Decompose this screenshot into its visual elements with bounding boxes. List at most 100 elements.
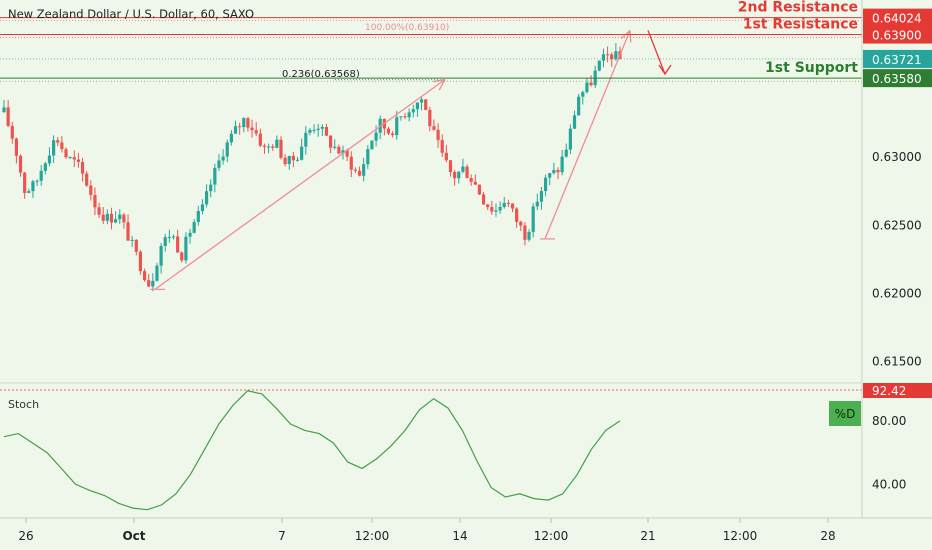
candle-body: [105, 213, 109, 221]
reversal-arrow-head: [658, 64, 672, 76]
candle-body: [304, 132, 308, 147]
level-price-label: 0.63580: [872, 72, 922, 86]
candle-body: [287, 155, 291, 165]
candle-body: [246, 118, 250, 128]
candle-body: [560, 156, 564, 173]
candle-body: [225, 142, 229, 157]
candle-body: [523, 225, 527, 240]
candle-body: [196, 211, 200, 223]
stoch-tick-label: 40.00: [872, 477, 906, 491]
candle-body: [122, 214, 126, 223]
candle-body: [597, 60, 601, 71]
candle-body: [233, 126, 238, 134]
stochastic-pane: 80.00 40.00 92.42 %D: [0, 383, 932, 511]
symbol-title: New Zealand Dollar / U.S. Dollar, 60, SA…: [8, 7, 254, 21]
candle-body: [291, 155, 295, 161]
time-tick-label: 12:00: [723, 529, 758, 543]
candle-body: [440, 140, 444, 153]
candle-body: [366, 149, 370, 165]
candle-body: [531, 206, 535, 232]
candle-body: [345, 150, 349, 157]
candle-body: [312, 129, 316, 131]
candle-body: [68, 157, 72, 159]
candle-body: [10, 125, 14, 139]
candle-body: [279, 139, 283, 158]
candle-body: [151, 280, 155, 287]
stoch-tick-label: 80.00: [872, 414, 906, 428]
candle-body: [399, 116, 403, 118]
candle-body: [581, 92, 585, 97]
candle-body: [163, 237, 167, 246]
candlestick-series: [2, 43, 622, 292]
reversal-arrow-line: [647, 30, 666, 75]
candle-body: [490, 207, 494, 212]
candle-body: [535, 201, 539, 207]
candle-body: [539, 191, 544, 202]
candle-body: [97, 207, 101, 215]
candle-body: [142, 271, 147, 281]
candle-body: [200, 204, 205, 212]
candle-body: [515, 208, 519, 222]
candle-body: [333, 146, 337, 148]
candle-body: [362, 164, 366, 176]
candle-body: [453, 171, 457, 179]
candle-body: [118, 214, 122, 220]
candle-body: [188, 232, 192, 237]
level-price-tag: [863, 69, 932, 88]
stoch-d-legend-badge: [829, 401, 861, 426]
candle-body: [250, 127, 254, 131]
candle-body: [527, 231, 531, 240]
candle-body: [469, 178, 473, 182]
time-tick-label: Oct: [122, 529, 145, 543]
candle-body: [370, 140, 374, 150]
candle-body: [89, 185, 93, 195]
candle-body: [564, 149, 568, 157]
time-tick-label: 21: [640, 529, 655, 543]
candle-body: [192, 222, 196, 233]
candle-body: [242, 118, 246, 128]
candle-body: [308, 129, 312, 133]
fib-100-label: 100.00%(0.63910): [365, 23, 449, 33]
candle-body: [610, 54, 614, 60]
candle-body: [47, 155, 52, 164]
candle-body: [31, 181, 35, 192]
candle-body: [329, 135, 333, 148]
candle-body: [577, 96, 581, 116]
candle-body: [543, 177, 548, 192]
candle-body: [254, 130, 258, 134]
time-tick-label: 12:00: [355, 529, 390, 543]
candle-body: [229, 133, 233, 143]
time-tick-label: 26: [18, 529, 33, 543]
fib-236-label: 0.236(0.63568): [282, 69, 360, 80]
candle-body: [386, 128, 391, 134]
price-axis[interactable]: 0.61500 0.62000 0.62500 0.63000: [872, 150, 922, 368]
candle-body: [213, 167, 217, 185]
candle-body: [271, 146, 275, 148]
candle-body: [585, 82, 589, 93]
trend-arrow-head: [629, 30, 632, 43]
trend-arrow-line: [544, 30, 631, 240]
time-tick-label: 28: [820, 529, 835, 543]
candle-body: [448, 160, 453, 172]
candle-body: [159, 245, 163, 266]
candle-body: [93, 194, 97, 208]
candle-body: [320, 126, 324, 129]
candle-body: [76, 159, 81, 162]
level-name-label: 2nd Resistance: [738, 0, 858, 16]
stoch-title: Stoch: [8, 398, 39, 411]
time-axis[interactable]: 26 Oct 7 12:00 14 12:00 21 12:00 28: [18, 518, 836, 543]
candle-body: [605, 54, 610, 56]
annotation-layer: 0.236(0.63568) 100.00%(0.63910): [150, 23, 672, 290]
stoch-last-value-label: 92.42: [872, 384, 906, 398]
candle-body: [18, 155, 23, 173]
candle-body: [353, 169, 358, 171]
candle-body: [403, 116, 407, 118]
candle-body: [316, 128, 320, 130]
candle-body: [295, 159, 300, 161]
level-price-tag: [863, 8, 932, 27]
candle-body: [556, 170, 560, 173]
candle-body: [134, 239, 138, 252]
candle-body: [411, 109, 415, 113]
trend-arrow-line: [154, 78, 446, 290]
